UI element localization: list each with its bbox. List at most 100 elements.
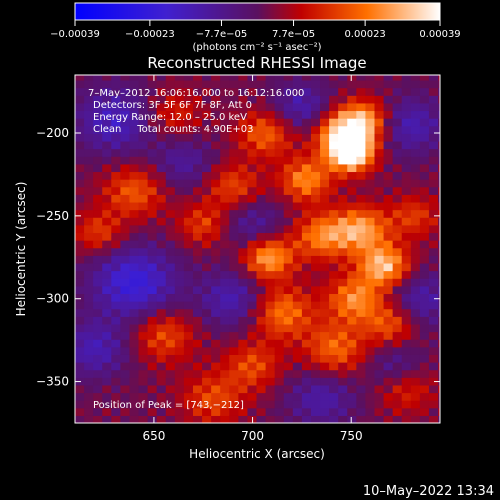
- heatmap-cell: [438, 346, 440, 355]
- heatmap-cell: [274, 400, 285, 409]
- heatmap-cell: [220, 331, 230, 340]
- heatmap-cell: [374, 339, 385, 348]
- heatmap-cell: [120, 209, 131, 218]
- heatmap-cell: [147, 331, 158, 340]
- heatmap-cell: [301, 133, 312, 142]
- heatmap-cell: [329, 156, 339, 165]
- heatmap-cell: [392, 278, 403, 287]
- heatmap-cell: [338, 354, 348, 363]
- heatmap-cell: [347, 262, 357, 272]
- heatmap-cell: [120, 369, 131, 378]
- heatmap-cell: [75, 354, 85, 363]
- heatmap-cell: [310, 133, 321, 142]
- heatmap-cell: [75, 346, 85, 355]
- heatmap-cell: [419, 346, 430, 355]
- heatmap-cell: [84, 377, 94, 386]
- heatmap-cell: [438, 110, 440, 119]
- heatmap-cell: [410, 270, 421, 279]
- y-axis-label: Heliocentric Y (arcsec): [14, 182, 28, 317]
- heatmap-cell: [347, 384, 357, 394]
- heatmap-cell: [120, 179, 131, 188]
- heatmap-cell: [292, 346, 303, 355]
- colorbar-tick-label: −0.00039: [50, 29, 100, 40]
- heatmap-cell: [102, 240, 112, 249]
- heatmap-cell: [247, 240, 258, 249]
- heatmap-cell: [356, 133, 367, 142]
- heatmap-cell: [238, 400, 249, 409]
- heatmap-cell: [238, 247, 249, 256]
- heatmap-cell: [320, 301, 330, 310]
- heatmap-cell: [329, 232, 339, 241]
- heatmap-cell: [247, 407, 258, 416]
- heatmap-cell: [183, 262, 194, 272]
- heatmap-cell: [283, 102, 294, 112]
- heatmap-cell: [93, 247, 103, 256]
- heatmap-cell: [274, 95, 285, 104]
- heatmap-cell: [192, 331, 203, 340]
- heatmap-cell: [247, 87, 258, 96]
- heatmap-cell: [374, 201, 385, 211]
- heatmap-cell: [338, 118, 348, 127]
- heatmap-cell: [292, 209, 303, 218]
- heatmap-cell: [410, 362, 421, 371]
- heatmap-cell: [238, 369, 249, 378]
- heatmap-cell: [147, 224, 158, 234]
- heatmap-cell: [292, 110, 303, 119]
- heatmap-cell: [192, 407, 203, 416]
- heatmap-cell: [338, 148, 348, 157]
- heatmap-cell: [392, 95, 403, 104]
- heatmap-cell: [438, 415, 440, 423]
- heatmap-cell: [165, 392, 176, 401]
- heatmap-cell: [93, 369, 103, 378]
- heatmap-cell: [347, 87, 357, 96]
- heatmap-cell: [111, 171, 121, 180]
- heatmap-cell: [283, 285, 294, 295]
- heatmap-cell: [401, 278, 412, 287]
- heatmap-cell: [428, 247, 439, 256]
- heatmap-cell: [310, 255, 321, 264]
- heatmap-cell: [356, 201, 367, 211]
- heatmap-cell: [383, 369, 394, 378]
- heatmap-cell: [365, 407, 376, 416]
- heatmap-cell: [220, 87, 230, 96]
- heatmap-cell: [129, 354, 140, 363]
- heatmap-cell: [329, 278, 339, 287]
- heatmap-cell: [256, 301, 267, 310]
- heatmap-cell: [156, 323, 167, 333]
- heatmap-cell: [238, 301, 249, 310]
- heatmap-cell: [419, 171, 430, 180]
- heatmap-cell: [84, 346, 94, 355]
- heatmap-cell: [84, 87, 94, 96]
- heatmap-cell: [147, 163, 158, 173]
- heatmap-cell: [338, 179, 348, 188]
- heatmap-cell: [120, 407, 131, 416]
- heatmap-cell: [220, 194, 230, 203]
- heatmap-cell: [174, 308, 185, 317]
- heatmap-cell: [111, 362, 121, 371]
- heatmap-cell: [265, 346, 276, 355]
- heatmap-cell: [238, 270, 249, 279]
- heatmap-cell: [147, 209, 158, 218]
- heatmap-cell: [365, 369, 376, 378]
- heatmap-cell: [256, 377, 267, 386]
- heatmap-cell: [419, 148, 430, 157]
- heatmap-cell: [202, 407, 212, 416]
- heatmap-cell: [383, 354, 394, 363]
- heatmap-cell: [247, 400, 258, 409]
- heatmap-cell: [84, 163, 94, 173]
- heatmap-cell: [120, 156, 131, 165]
- heatmap-cell: [229, 179, 239, 188]
- heatmap-cell: [410, 293, 421, 302]
- heatmap-cell: [75, 331, 85, 340]
- heatmap-cell: [274, 369, 285, 378]
- heatmap-cell: [75, 95, 85, 104]
- heatmap-cell: [238, 75, 249, 81]
- heatmap-cell: [165, 301, 176, 310]
- heatmap-cell: [292, 323, 303, 333]
- heatmap-cell: [256, 79, 267, 89]
- heatmap-cell: [220, 232, 230, 241]
- heatmap-cell: [220, 125, 230, 134]
- heatmap-cell: [183, 125, 194, 134]
- heatmap-cell: [356, 224, 367, 234]
- heatmap-cell: [283, 194, 294, 203]
